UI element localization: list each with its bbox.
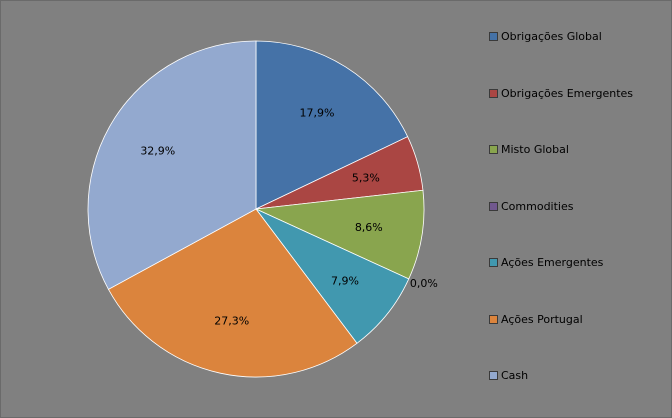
legend-label-obrigacoes-global: Obrigações Global — [501, 30, 602, 43]
legend-swatch-obrigacoes-global — [489, 32, 498, 41]
legend-item-cash: Cash — [489, 369, 528, 382]
legend-swatch-misto-global — [489, 145, 498, 154]
data-label-commodities: 0,0% — [410, 277, 438, 290]
pie-slice-misto-global — [254, 189, 425, 280]
legend-swatch-cash — [489, 371, 498, 380]
data-label-obrigacoes-global: 17,9% — [299, 106, 334, 119]
legend-label-obrigacoes-emergentes: Obrigações Emergentes — [501, 86, 634, 100]
pie-data-labels: 17,9% 5,3% 8,6% 0,0% 7,9% 27,3% 32,9% — [140, 106, 438, 327]
legend-swatch-obrigacoes-emergentes — [489, 88, 498, 98]
legend-item-acoes-portugal: Ações Portugal — [489, 313, 583, 326]
legend-item-misto-global: Misto Global — [489, 143, 569, 156]
data-label-misto-global: 8,6% — [355, 221, 383, 234]
legend-label-acoes-emergentes: Ações Emergentes — [501, 256, 604, 269]
legend-item-obrigacoes-emergentes: Obrigações Emergentes — [489, 87, 633, 100]
pie-slice-obrigacoes-global — [255, 40, 409, 210]
data-label-acoes-portugal: 27,3% — [214, 315, 249, 328]
legend-label-misto-global: Misto Global — [501, 143, 569, 156]
legend-item-commodities: Commodities — [489, 200, 573, 213]
data-label-acoes-emergentes: 7,9% — [331, 275, 359, 288]
legend-label-acoes-portugal: Ações Portugal — [501, 312, 583, 326]
legend-swatch-commodities — [489, 201, 498, 211]
legend-label-commodities: Commodities — [501, 199, 574, 213]
data-label-cash: 32,9% — [140, 145, 175, 158]
legend-label-cash: Cash — [501, 369, 529, 382]
data-label-obrigacoes-emergentes: 5,3% — [352, 172, 380, 185]
pie-slice-cash — [87, 40, 257, 290]
pie-slice-acoes-portugal — [107, 208, 358, 378]
legend-item-obrigacoes-global: Obrigações Global — [489, 30, 602, 43]
pie-slices — [87, 40, 425, 378]
legend-swatch-acoes-emergentes — [489, 258, 498, 267]
legend-swatch-acoes-portugal — [489, 314, 498, 324]
legend-item-acoes-emergentes: Ações Emergentes — [489, 256, 603, 269]
